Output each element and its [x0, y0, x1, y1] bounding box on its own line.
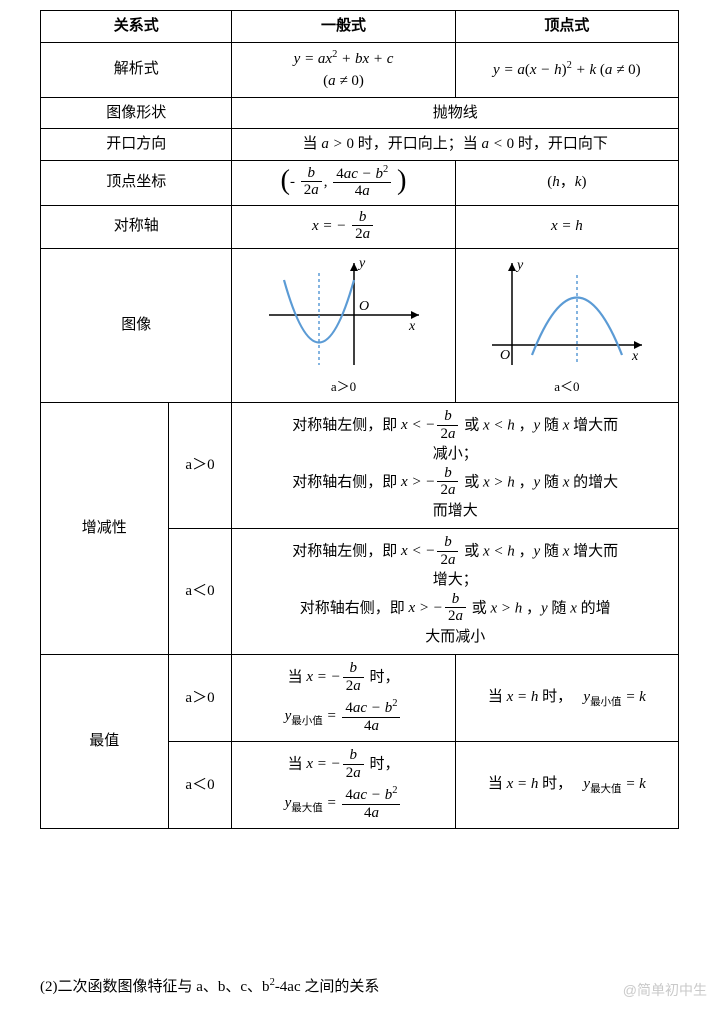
label-axis: 对称轴 — [41, 205, 232, 248]
ext-neg-cond: a＜0 — [168, 742, 232, 829]
header-col2: 顶点式 — [455, 11, 678, 43]
row-formula: 解析式 y = ax2 + bx + c (a ≠ 0) y = a(x − h… — [41, 42, 679, 97]
footer-text: (2)二次函数图像特征与 a、b、c、b2-4ac 之间的关系 — [40, 975, 379, 996]
label-shape: 图像形状 — [41, 97, 232, 129]
label-mono: 增减性 — [41, 403, 169, 655]
ext-pos-general: 当 x = −b2a 时， y最小值 = 4ac − b24a — [232, 655, 455, 742]
svg-text:O: O — [500, 348, 510, 363]
mono-pos-cond: a＞0 — [168, 403, 232, 529]
svg-text:y: y — [515, 258, 524, 273]
mono-neg-cond: a＜0 — [168, 529, 232, 655]
row-mono-pos: 增减性 a＞0 对称轴左侧，即 x < −b2a 或 x < h ，y 随 x … — [41, 403, 679, 529]
label-extreme: 最值 — [41, 655, 169, 829]
row-axis: 对称轴 x = − b2a x = h — [41, 205, 679, 248]
value-shape: 抛物线 — [232, 97, 679, 129]
row-vertex: 顶点坐标 (- b2a, 4ac − b24a ) (h，k) — [41, 160, 679, 205]
header-col1: 一般式 — [232, 11, 455, 43]
ext-neg-vertex: 当 x = h 时， y最大值 = k — [455, 742, 678, 829]
mono-neg-desc: 对称轴左侧，即 x < −b2a 或 x < h ，y 随 x 增大而 增大； … — [232, 529, 679, 655]
ext-neg-general: 当 x = −b2a 时， y最大值 = 4ac − b24a — [232, 742, 455, 829]
ext-pos-cond: a＞0 — [168, 655, 232, 742]
svg-text:y: y — [357, 256, 366, 271]
svg-text:x: x — [408, 319, 416, 334]
row-shape: 图像形状 抛物线 — [41, 97, 679, 129]
label-graph: 图像 — [41, 248, 232, 403]
graph-label-pos: a＞0 — [236, 377, 450, 397]
label-formula: 解析式 — [41, 42, 232, 97]
vertex-general: (- b2a, 4ac − b24a ) — [232, 160, 455, 205]
watermark-text: @简单初中生 — [623, 980, 707, 1000]
table-header-row: 关系式 一般式 顶点式 — [41, 11, 679, 43]
ext-pos-vertex: 当 x = h 时， y最小值 = k — [455, 655, 678, 742]
graph-label-neg: a＜0 — [460, 377, 674, 397]
header-col0: 关系式 — [41, 11, 232, 43]
quadratic-table: 关系式 一般式 顶点式 解析式 y = ax2 + bx + c (a ≠ 0)… — [40, 10, 679, 829]
parabola-down-svg: y x O — [482, 255, 652, 375]
svg-text:O: O — [359, 299, 369, 314]
page-root: 关系式 一般式 顶点式 解析式 y = ax2 + bx + c (a ≠ 0)… — [0, 0, 719, 1024]
row-extreme-pos: 最值 a＞0 当 x = −b2a 时， y最小值 = 4ac − b24a 当… — [41, 655, 679, 742]
svg-text:x: x — [631, 349, 639, 364]
general-formula: y = ax2 + bx + c (a ≠ 0) — [232, 42, 455, 97]
label-vertex: 顶点坐标 — [41, 160, 232, 205]
label-opening: 开口方向 — [41, 129, 232, 161]
mono-pos-desc: 对称轴左侧，即 x < −b2a 或 x < h ，y 随 x 增大而 减小； … — [232, 403, 679, 529]
vertex-vertex: (h，k) — [455, 160, 678, 205]
row-graph: 图像 y x O a＞0 — [41, 248, 679, 403]
vertex-formula: y = a(x − h)2 + k (a ≠ 0) — [455, 42, 678, 97]
row-opening: 开口方向 当 a > 0 时，开口向上；当 a < 0 时，开口向下 — [41, 129, 679, 161]
axis-vertex: x = h — [455, 205, 678, 248]
graph-a-neg: y x O a＜0 — [455, 248, 678, 403]
parabola-up-svg: y x O — [259, 255, 429, 375]
graph-a-pos: y x O a＞0 — [232, 248, 455, 403]
value-opening: 当 a > 0 时，开口向上；当 a < 0 时，开口向下 — [232, 129, 679, 161]
axis-general: x = − b2a — [232, 205, 455, 248]
